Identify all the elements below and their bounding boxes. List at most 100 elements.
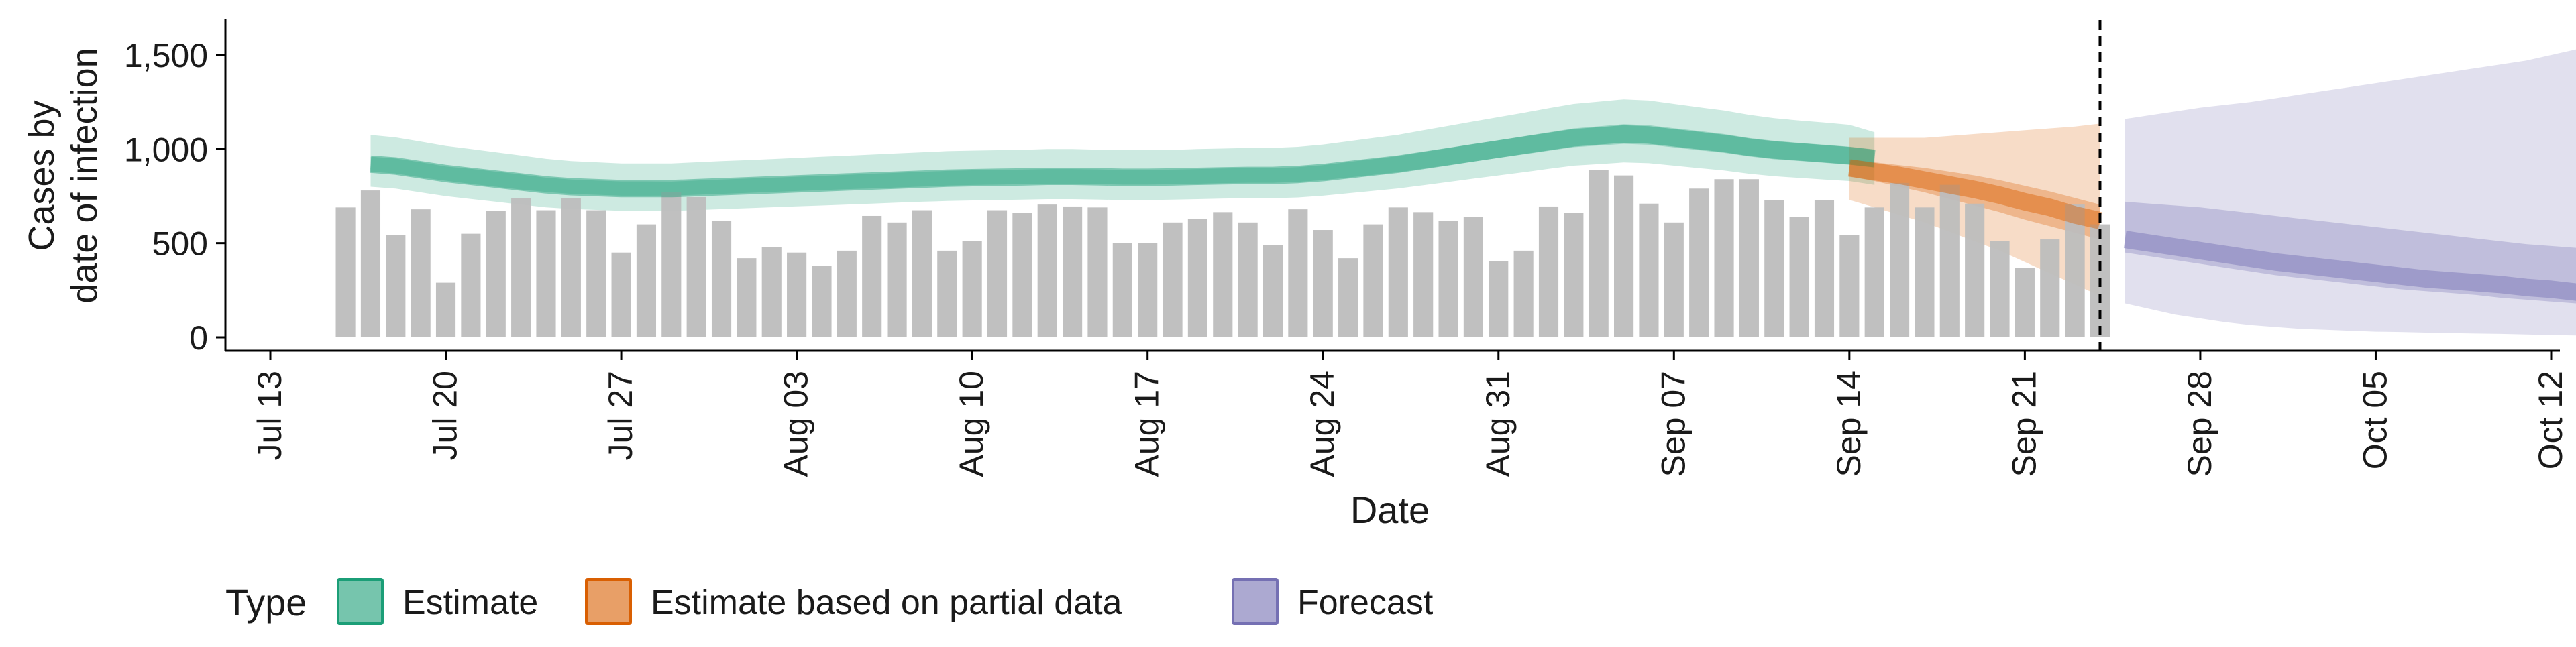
- case-bar: [1138, 243, 1157, 337]
- case-bar: [511, 198, 531, 337]
- case-bar: [486, 211, 506, 337]
- case-bar: [1539, 207, 1558, 337]
- y-axis-label-line2: date of infection: [64, 48, 105, 303]
- case-bar: [1413, 212, 1433, 337]
- x-tick-label: Aug 03: [777, 371, 815, 477]
- case-bar: [1514, 251, 1534, 337]
- case-bar: [1213, 212, 1232, 337]
- case-bar: [837, 251, 857, 337]
- case-bar: [1915, 207, 1934, 337]
- x-tick-label: Jul 20: [427, 371, 464, 460]
- x-tick-label: Oct 05: [2356, 371, 2394, 469]
- case-bar: [1739, 179, 1759, 337]
- case-bar: [963, 241, 982, 337]
- case-bar: [1965, 204, 1984, 337]
- x-tick-label: Aug 10: [953, 371, 990, 477]
- case-bar: [1063, 207, 1082, 337]
- x-tick-label: Aug 31: [1479, 371, 1517, 477]
- case-bar: [612, 253, 631, 337]
- y-tick-label: 1,500: [124, 37, 208, 74]
- y-tick-label: 0: [189, 319, 208, 357]
- case-bar: [712, 221, 731, 337]
- case-bar: [1438, 221, 1458, 337]
- case-bar: [1188, 219, 1208, 337]
- case-bar: [862, 216, 881, 337]
- case-bar: [1839, 235, 1859, 337]
- case-bar: [1890, 183, 1909, 337]
- case-bar: [1389, 207, 1408, 337]
- x-tick-label: Sep 21: [2005, 371, 2043, 477]
- case-bar: [1865, 207, 1884, 337]
- legend-swatch-forecast: [1233, 579, 1277, 624]
- case-bar: [1489, 261, 1508, 337]
- case-bar: [2040, 239, 2059, 337]
- x-tick-label: Sep 07: [1654, 371, 1692, 477]
- y-tick-label: 500: [152, 225, 208, 263]
- case-bar: [1263, 245, 1283, 337]
- y-tick-label: 1,000: [124, 131, 208, 168]
- case-bar: [1614, 176, 1633, 337]
- x-axis-label: Date: [1350, 489, 1430, 531]
- case-bar: [737, 258, 756, 337]
- x-tick-label: Oct 12: [2532, 371, 2569, 469]
- case-bar: [1363, 225, 1383, 337]
- case-bar: [987, 211, 1007, 337]
- case-bar: [937, 251, 957, 337]
- case-bar: [1790, 217, 1809, 337]
- x-axis-ticks: Jul 13 Jul 20 Jul 27 Aug 03 Aug 10 Aug 17 Aug …: [251, 351, 2569, 477]
- case-bar: [1012, 213, 1032, 337]
- case-bar: [2015, 268, 2035, 337]
- case-bar: [461, 234, 480, 337]
- case-bar: [1940, 185, 1960, 337]
- case-bar: [812, 266, 831, 337]
- x-tick-label: Jul 27: [602, 371, 639, 460]
- case-bar: [1564, 213, 1583, 337]
- x-tick-label: Sep 28: [2181, 371, 2218, 477]
- case-bar: [1714, 179, 1733, 337]
- case-bar: [1815, 200, 1834, 337]
- case-bar: [1764, 200, 1784, 337]
- y-axis-ticks: 0 500 1,000 1,500: [124, 37, 225, 357]
- x-tick-label: Aug 24: [1303, 371, 1341, 477]
- case-bar: [436, 283, 455, 337]
- case-bar: [661, 192, 681, 337]
- case-bar: [687, 197, 706, 337]
- y-axis-label-line1: Cases by: [21, 100, 62, 251]
- case-bar: [912, 211, 932, 337]
- case-bar: [361, 190, 380, 337]
- case-bar: [586, 211, 606, 337]
- legend-swatch-partial: [586, 579, 631, 624]
- case-bar: [1639, 204, 1658, 337]
- case-bar: [1087, 207, 1107, 337]
- case-bar: [1664, 223, 1684, 337]
- case-bar: [1589, 170, 1609, 337]
- case-bar: [1113, 243, 1132, 337]
- case-bar: [411, 209, 431, 337]
- case-bar: [536, 211, 555, 337]
- legend-title: Type: [225, 581, 307, 624]
- case-bar: [386, 235, 405, 337]
- case-bar: [887, 223, 906, 337]
- x-tick-label: Aug 17: [1128, 371, 1166, 477]
- case-bar: [561, 198, 581, 337]
- case-bar: [1313, 230, 1333, 337]
- case-bar: [787, 253, 806, 337]
- case-bar: [637, 225, 656, 337]
- x-tick-label: Jul 13: [251, 371, 288, 460]
- case-bar: [1288, 209, 1307, 337]
- legend-label-estimate: Estimate: [402, 583, 538, 622]
- legend: Type Estimate Estimate based on partial d…: [225, 579, 1434, 624]
- case-bar: [1464, 217, 1483, 337]
- case-bar: [1038, 204, 1057, 337]
- case-bar: [1689, 188, 1709, 337]
- case-bar: [1338, 258, 1358, 337]
- case-bar: [1163, 223, 1182, 337]
- legend-label-forecast: Forecast: [1297, 583, 1434, 622]
- x-tick-label: Sep 14: [1830, 371, 1868, 477]
- case-bar: [762, 247, 782, 337]
- case-bar: [1238, 223, 1258, 337]
- case-bar: [336, 207, 356, 337]
- legend-label-partial: Estimate based on partial data: [651, 583, 1122, 622]
